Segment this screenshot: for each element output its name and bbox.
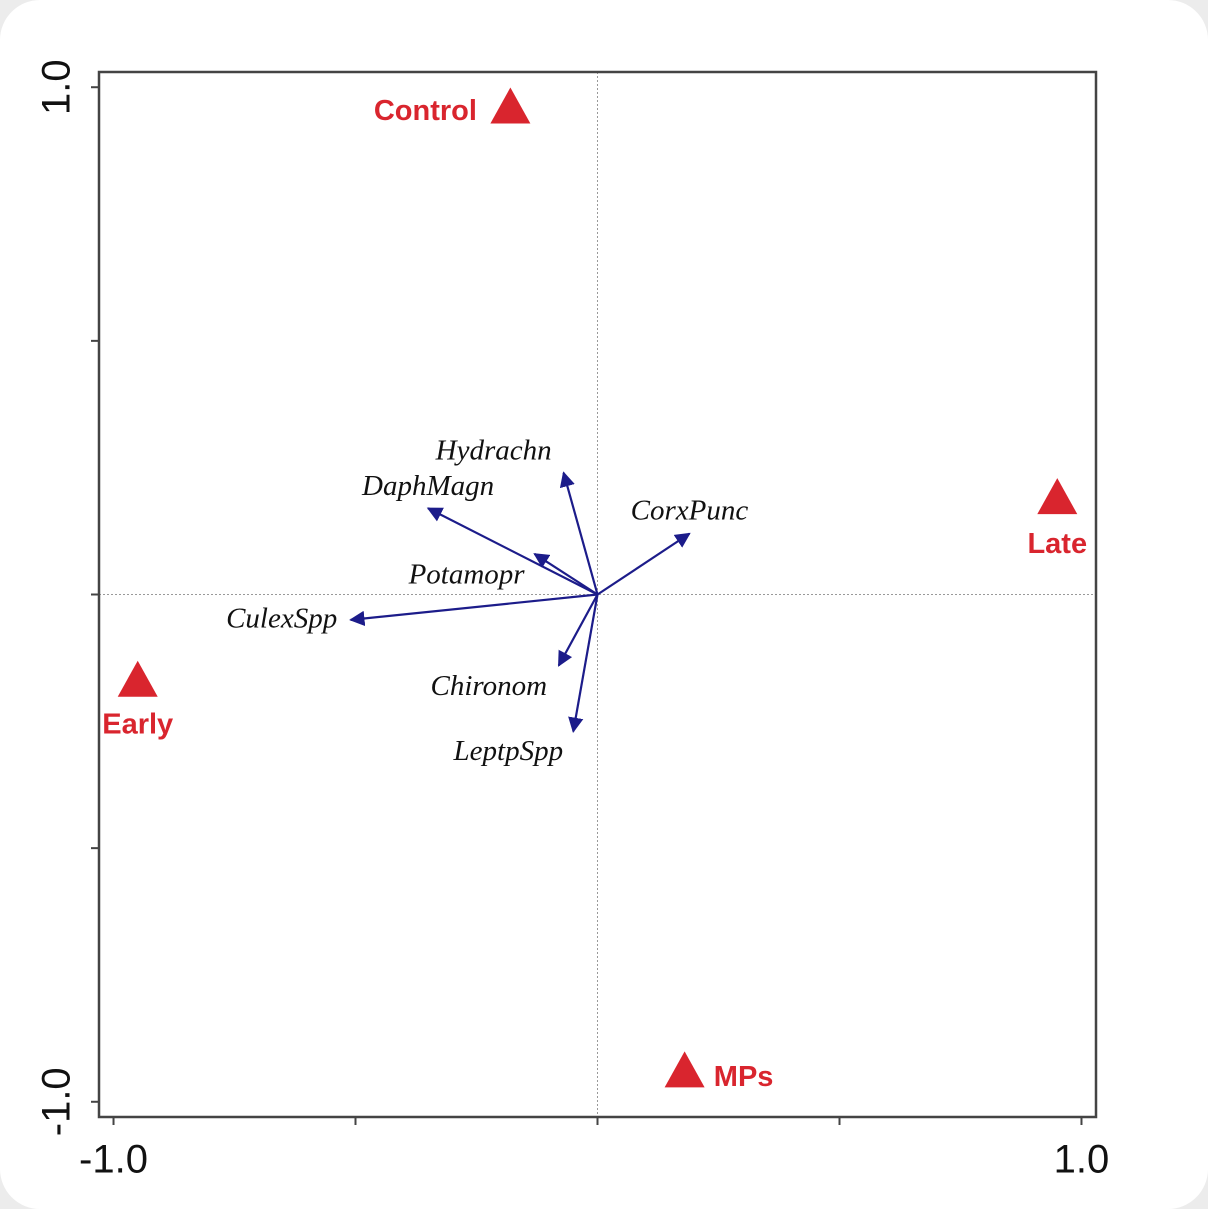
site-marker xyxy=(1037,478,1078,515)
site-marker xyxy=(117,660,158,697)
species-arrow xyxy=(533,552,599,596)
site-label: Early xyxy=(102,708,173,740)
species-label: CulexSpp xyxy=(226,603,337,635)
species-arrow xyxy=(596,532,691,596)
species-label: DaphMagn xyxy=(361,470,494,502)
y-tick-label: -1.0 xyxy=(35,1067,79,1136)
site-label: Late xyxy=(1027,528,1087,560)
site-label: Control xyxy=(374,95,477,127)
species-arrow xyxy=(349,593,598,627)
species-label: LeptpSpp xyxy=(453,735,564,767)
species-arrow xyxy=(426,507,598,596)
site-marker xyxy=(664,1051,705,1088)
species-arrow xyxy=(557,593,599,667)
species-label: CorxPunc xyxy=(631,494,749,526)
species-label: Potamopr xyxy=(408,559,526,591)
x-tick-label: 1.0 xyxy=(1054,1138,1110,1182)
species-arrow xyxy=(568,594,599,733)
x-tick-label: -1.0 xyxy=(79,1138,148,1182)
species-arrow xyxy=(559,471,599,595)
y-tick-label: 1.0 xyxy=(35,59,79,115)
species-label: Hydrachn xyxy=(435,434,552,466)
species-label: Chironom xyxy=(431,670,548,702)
site-label: MPs xyxy=(714,1061,774,1093)
site-marker xyxy=(490,87,531,124)
